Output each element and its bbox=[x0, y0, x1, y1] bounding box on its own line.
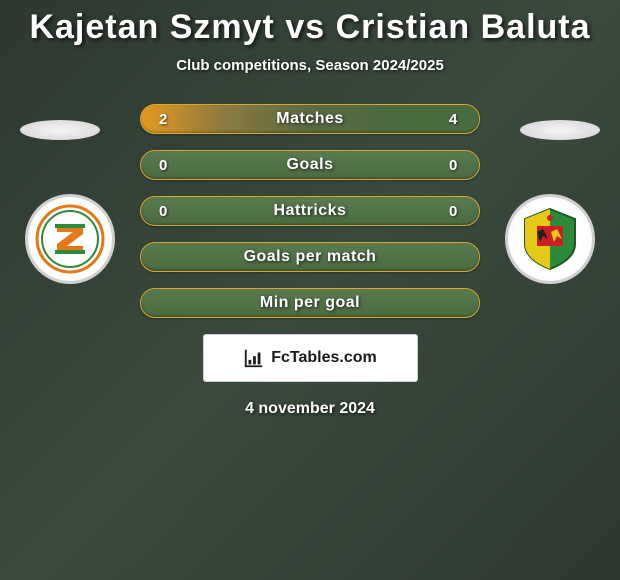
flag-left bbox=[20, 120, 100, 140]
goals-left-value: 0 bbox=[159, 157, 171, 174]
brand-label: FcTables.com bbox=[271, 349, 377, 367]
stat-row-goals-per-match: Goals per match bbox=[140, 242, 480, 272]
matches-right-value: 4 bbox=[449, 111, 461, 128]
stat-row-min-per-goal: Min per goal bbox=[140, 288, 480, 318]
stat-row-hattricks: 0 Hattricks 0 bbox=[140, 196, 480, 226]
hattricks-label: Hattricks bbox=[274, 202, 347, 220]
matches-label: Matches bbox=[276, 110, 344, 128]
club-crest-right bbox=[505, 194, 595, 284]
zaglebie-crest-icon bbox=[35, 204, 105, 274]
comparison-content: 2 Matches 4 0 Goals 0 0 Hattricks 0 Goal… bbox=[0, 104, 620, 418]
brand-box[interactable]: FcTables.com bbox=[203, 334, 418, 382]
flag-right bbox=[520, 120, 600, 140]
chart-icon bbox=[243, 347, 265, 369]
slask-crest-icon bbox=[515, 204, 585, 274]
stat-rows: 2 Matches 4 0 Goals 0 0 Hattricks 0 Goal… bbox=[140, 104, 480, 318]
hattricks-right-value: 0 bbox=[449, 203, 461, 220]
club-crest-left bbox=[25, 194, 115, 284]
goals-right-value: 0 bbox=[449, 157, 461, 174]
subtitle: Club competitions, Season 2024/2025 bbox=[0, 57, 620, 74]
mpg-label: Min per goal bbox=[260, 294, 360, 312]
stat-row-goals: 0 Goals 0 bbox=[140, 150, 480, 180]
hattricks-left-value: 0 bbox=[159, 203, 171, 220]
matches-left-value: 2 bbox=[159, 111, 171, 128]
goals-label: Goals bbox=[287, 156, 334, 174]
stat-row-matches: 2 Matches 4 bbox=[140, 104, 480, 134]
page-title: Kajetan Szmyt vs Cristian Baluta bbox=[0, 0, 620, 47]
gpm-label: Goals per match bbox=[244, 248, 377, 266]
date-label: 4 november 2024 bbox=[0, 400, 620, 418]
